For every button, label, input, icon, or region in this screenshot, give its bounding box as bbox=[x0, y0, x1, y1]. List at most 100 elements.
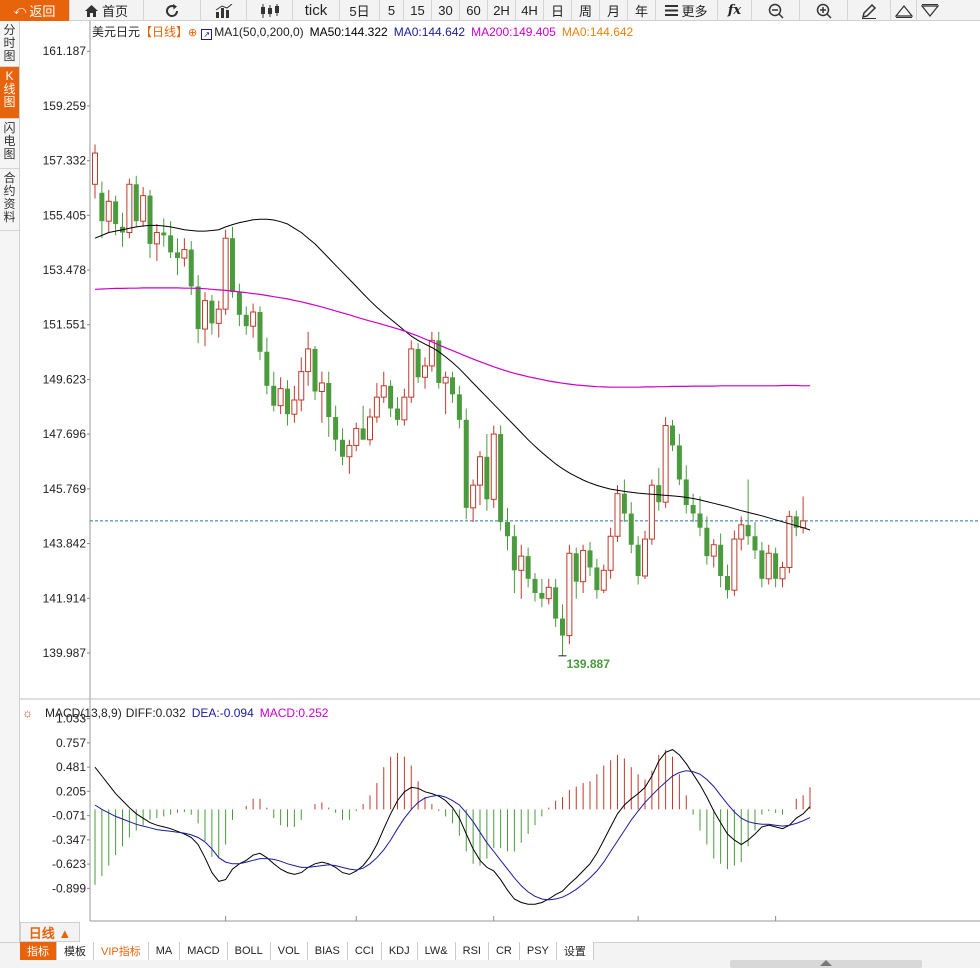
tab-vip-indicator[interactable]: VIP指标 bbox=[94, 942, 149, 960]
period-day[interactable]: 日 bbox=[544, 0, 572, 21]
candle-body bbox=[525, 556, 531, 579]
macd-settings-icon[interactable]: ☼ bbox=[22, 706, 33, 720]
tab-vol[interactable]: VOL bbox=[270, 942, 308, 960]
period-5day[interactable]: 5日 bbox=[340, 0, 380, 21]
candle-body bbox=[450, 377, 455, 395]
period-tab[interactable]: 日线 ▲ bbox=[20, 922, 80, 942]
period-label: 5 bbox=[387, 3, 396, 18]
more-button[interactable]: 更多 bbox=[656, 0, 718, 21]
tab-template[interactable]: 模板 bbox=[57, 942, 94, 960]
candle-body bbox=[683, 479, 689, 506]
tab-settings[interactable]: 设置 bbox=[556, 942, 594, 960]
tab-label: VIP指标 bbox=[101, 946, 141, 958]
ma50-value: MA50:144.322 bbox=[309, 25, 388, 39]
candle-body bbox=[718, 544, 724, 576]
candle-body bbox=[415, 348, 421, 378]
candle-body bbox=[428, 339, 435, 367]
y-tick-label: 139.987 bbox=[43, 646, 87, 660]
settings-circle-icon[interactable]: ⊕ bbox=[188, 27, 198, 39]
tab-ma[interactable]: MA bbox=[148, 942, 181, 960]
ma50-line bbox=[94, 218, 811, 531]
candle-body bbox=[532, 578, 538, 594]
candle-body bbox=[147, 195, 153, 244]
period-week[interactable]: 周 bbox=[572, 0, 600, 21]
period-year[interactable]: 年 bbox=[628, 0, 656, 21]
period-month[interactable]: 月 bbox=[600, 0, 628, 21]
fx-icon: fx bbox=[727, 3, 742, 18]
tab-lw[interactable]: LW& bbox=[417, 942, 456, 960]
tab-macd[interactable]: MACD bbox=[180, 942, 228, 960]
period-5min[interactable]: 5 bbox=[380, 0, 404, 21]
period-2h[interactable]: 2H bbox=[488, 0, 516, 21]
x-axis: 2025/022025/032025/042025/052025/06 bbox=[90, 916, 980, 922]
macd-y-tick-label: -0.347 bbox=[52, 833, 86, 847]
price-axis: 161.187 159.259 157.332 155.405 153.478 151.5… bbox=[20, 21, 980, 921]
candle-body bbox=[153, 232, 160, 245]
period-30min[interactable]: 30 bbox=[432, 0, 460, 21]
candle-body bbox=[470, 484, 477, 509]
sidebar-item-kline[interactable]: K线图 bbox=[0, 67, 19, 119]
scroll-down-button[interactable] bbox=[917, 0, 943, 21]
sidebar-item-label: 分时图 bbox=[3, 23, 16, 63]
candle-body bbox=[436, 340, 442, 383]
candle-body bbox=[298, 371, 305, 401]
back-button[interactable]: ⤺ 返回 bbox=[0, 0, 70, 21]
refresh-icon bbox=[164, 3, 180, 19]
candle-body bbox=[291, 399, 298, 415]
refresh-button[interactable] bbox=[144, 0, 201, 21]
candle-body bbox=[408, 348, 415, 398]
hamburger-icon bbox=[665, 5, 679, 16]
candle-body bbox=[181, 249, 188, 259]
ma200-line bbox=[94, 287, 811, 388]
kline-chart[interactable]: 161.187 159.259 157.332 155.405 153.478 151.5… bbox=[20, 21, 980, 922]
tab-indicator[interactable]: 指标 bbox=[20, 942, 57, 960]
candle-body bbox=[360, 428, 366, 440]
candle-body bbox=[587, 550, 593, 568]
indicator-box-icon[interactable]: ↗ bbox=[201, 29, 213, 40]
sidebar-item-contract[interactable]: 合约资料 bbox=[0, 169, 19, 231]
tab-boll[interactable]: BOLL bbox=[227, 942, 271, 960]
macd-y-tick-label: 1.033 bbox=[56, 712, 86, 726]
candle-body bbox=[277, 388, 284, 407]
formula-button[interactable]: fx bbox=[718, 0, 752, 21]
candle-body bbox=[566, 552, 573, 637]
tab-cr[interactable]: CR bbox=[488, 942, 520, 960]
candle-body bbox=[725, 575, 730, 591]
tab-rsi[interactable]: RSI bbox=[455, 942, 489, 960]
candle-body bbox=[161, 232, 167, 236]
tab-kdj[interactable]: KDJ bbox=[381, 942, 418, 960]
sidebar-item-flash[interactable]: 闪电图 bbox=[0, 119, 19, 169]
period-label: 2H bbox=[493, 3, 510, 18]
sidebar-item-timeshare[interactable]: 分时图 bbox=[0, 21, 19, 67]
candle-body bbox=[285, 388, 290, 415]
tab-psy[interactable]: PSY bbox=[519, 942, 557, 960]
zoom-out-icon bbox=[768, 3, 784, 19]
macd-y-tick-label: -0.623 bbox=[52, 857, 86, 871]
candle-body bbox=[779, 566, 786, 580]
candle-body bbox=[607, 535, 614, 571]
tab-label: MACD bbox=[187, 945, 220, 957]
draw-button[interactable] bbox=[848, 0, 891, 21]
macd-dea-value: DEA:-0.094 bbox=[191, 706, 254, 720]
period-15min[interactable]: 15 bbox=[404, 0, 432, 21]
scroll-up-button[interactable] bbox=[891, 0, 917, 21]
tick-label: tick bbox=[304, 2, 328, 19]
horizontal-scrollbar[interactable] bbox=[730, 960, 922, 968]
macd-title: MACD(13,8,9) bbox=[45, 706, 122, 720]
tick-button[interactable]: tick bbox=[293, 0, 340, 21]
macd-y-tick-label: 0.757 bbox=[56, 736, 86, 750]
macd-y-tick-label: 0.205 bbox=[56, 784, 86, 798]
bar-chart-button[interactable] bbox=[201, 0, 247, 21]
zoom-out-button[interactable] bbox=[752, 0, 800, 21]
candlestick-button[interactable] bbox=[247, 0, 293, 21]
candle-body bbox=[484, 456, 490, 500]
tab-bias[interactable]: BIAS bbox=[307, 942, 348, 960]
tab-label: CCI bbox=[354, 945, 374, 957]
period-60min[interactable]: 60 bbox=[460, 0, 488, 21]
home-button[interactable]: 首页 bbox=[70, 0, 144, 21]
zoom-in-button[interactable] bbox=[800, 0, 848, 21]
tab-cci[interactable]: CCI bbox=[347, 942, 382, 960]
candle-body bbox=[243, 314, 249, 327]
period-4h[interactable]: 4H bbox=[516, 0, 544, 21]
candle-body bbox=[373, 396, 380, 418]
